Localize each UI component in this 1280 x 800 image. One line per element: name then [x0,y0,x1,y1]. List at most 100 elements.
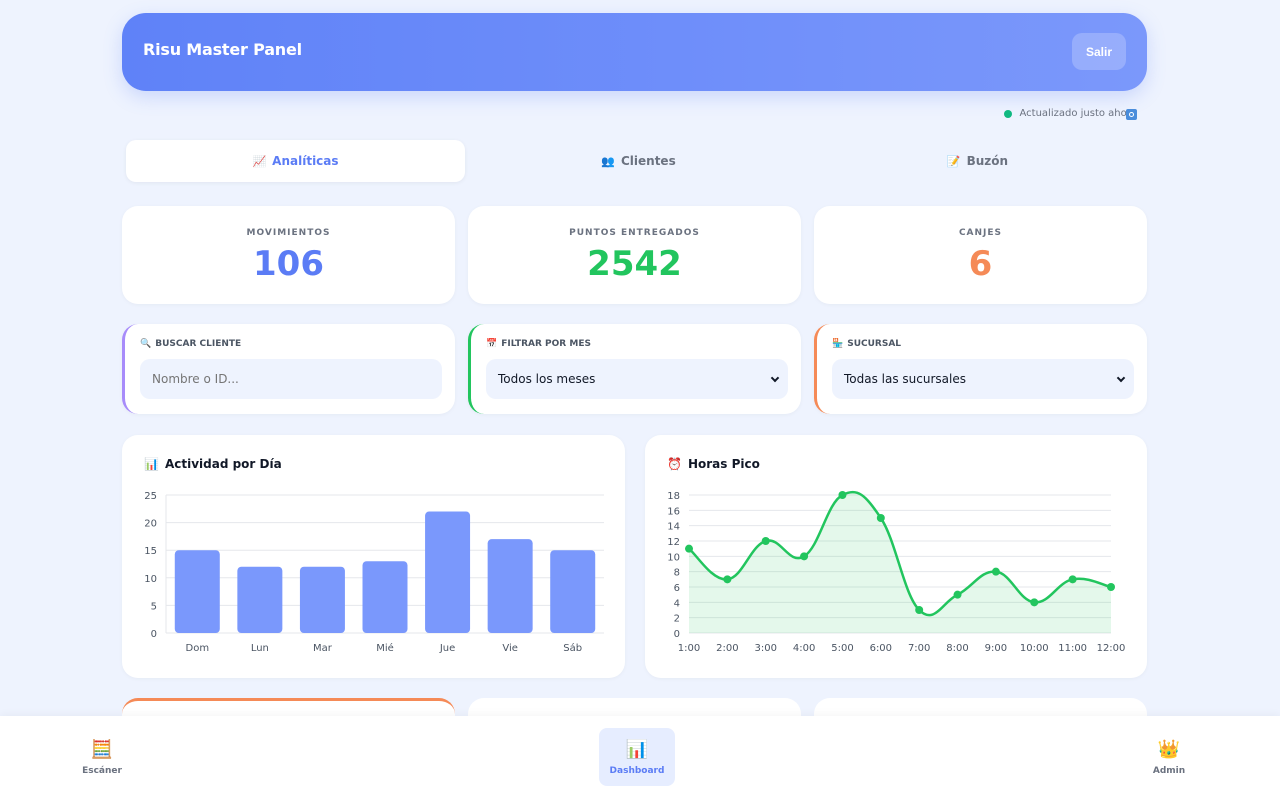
memo-icon: 📝 [946,154,961,168]
x-tick-label: 4:00 [793,643,815,654]
x-tick-label: 2:00 [716,643,738,654]
y-tick-label: 5 [151,601,157,612]
users-icon: 👥 [601,154,615,168]
y-tick-label: 10 [667,552,680,563]
data-point [1107,583,1115,591]
chevron-down-icon [770,373,780,382]
data-point [800,552,809,561]
x-tick-label: Lun [251,643,269,654]
y-tick-label: 15 [144,546,157,557]
bar [550,550,596,633]
y-tick-label: 0 [151,629,157,640]
data-point [723,575,732,584]
chart-up-icon: 📈 [252,154,267,168]
month-select[interactable]: Todos los meses [486,359,788,399]
x-tick-label: 9:00 [985,643,1007,654]
activity-chart-title: 📊 Actividad por Día [144,457,282,471]
branch-filter-label: 🏪 SUCURSAL [832,339,902,349]
status-dot-icon [1003,109,1012,118]
tab-bar: 📈 Analíticas 👥 Clientes 📝 Buzón [122,137,1147,185]
peak-chart-card: ⏰ Horas Pico 0 2 4 6 8 10 12 14 16 18 1:00 2:00 3:00… [645,435,1147,678]
x-tick-label: Vie [502,643,518,654]
data-point [685,544,693,553]
tab-analiticas[interactable]: 📈 Analíticas [126,140,465,182]
branch-filter-card: 🏪 SUCURSAL Todas las sucursales [814,324,1147,414]
bar-chart-icon: 📊 [625,738,649,760]
tab-label: Analíticas [272,154,339,168]
crown-icon: 👑 [1157,738,1181,760]
activity-bar-chart: 0 5 10 15 20 25 Dom Lun Mar Mié Jue Vie Sáb [144,491,604,654]
bar [299,566,345,633]
stat-label: MOVIMIENTOS [246,228,331,238]
data-point [761,537,770,545]
tab-buzon[interactable]: 📝 Buzón [808,137,1147,185]
peak-hours-line-chart: 0 2 4 6 8 10 12 14 16 18 1:00 2:00 3:00 4:00 5:00 6:00 7… [667,490,1126,654]
data-point [1068,575,1077,584]
branch-select[interactable]: Todas las sucursales [832,359,1134,399]
stat-label: CANJES [958,228,1003,238]
chevron-down-icon [1116,373,1126,382]
y-tick-label: 6 [674,583,680,594]
stat-value: 6 [968,244,993,284]
y-tick-label: 8 [674,568,680,579]
x-tick-label: 5:00 [831,643,853,654]
nav-admin[interactable]: 👑 Admin [1152,738,1186,776]
bar [362,561,408,633]
search-filter-card: 🔍 BUSCAR CLIENTE [122,324,455,414]
calendar-icon: 📅 [486,339,498,349]
x-tick-label: 6:00 [870,643,892,654]
x-tick-label: 1:00 [678,643,700,654]
stat-card-puntos: PUNTOS ENTREGADOS 2542 [468,206,801,304]
x-tick-label: 12:00 [1097,643,1126,654]
y-tick-label: 16 [667,506,680,517]
data-point [838,491,847,499]
bottom-nav: 🧮 Escáner 📊 Dashboard 👑 Admin [0,716,1280,800]
x-tick-label: 11:00 [1058,643,1087,654]
tab-clientes[interactable]: 👥 Clientes [469,137,808,185]
bar [425,511,471,633]
calculator-icon: 🧮 [90,738,114,760]
x-tick-label: 7:00 [908,643,930,654]
bar [487,539,533,633]
x-tick-label: 3:00 [754,643,776,654]
month-filter-label: 📅 FILTRAR POR MES [486,339,591,349]
bar [174,550,220,633]
app-header: Risu Master Panel Salir [122,13,1147,91]
y-tick-label: 20 [144,519,157,530]
data-point [991,567,1000,576]
store-icon: 🏪 [832,339,844,349]
status-text: Actualizado justo ahora [1019,108,1138,119]
alarm-clock-icon: ⏰ [667,457,682,471]
nav-escaner[interactable]: 🧮 Escáner [82,738,122,776]
y-tick-label: 25 [144,491,157,502]
y-tick-label: 4 [674,598,680,609]
bar-chart-icon: 📊 [144,457,159,471]
data-point [953,590,962,599]
x-tick-label: Jue [439,643,455,654]
tab-label: Clientes [620,154,676,168]
tab-label: Buzón [966,154,1009,168]
client-search-input[interactable] [140,359,442,399]
data-point [876,514,885,522]
x-tick-label: Sáb [563,642,582,654]
x-tick-label: 10:00 [1020,643,1049,654]
logout-button[interactable]: Salir [1072,33,1126,70]
search-filter-label: 🔍 BUSCAR CLIENTE [140,339,242,349]
refresh-icon[interactable] [1126,109,1137,120]
peak-chart-title: ⏰ Horas Pico [667,457,760,471]
stat-value: 2542 [587,244,682,284]
stat-label: PUNTOS ENTREGADOS [569,228,700,238]
y-tick-label: 2 [674,614,680,625]
nav-dashboard[interactable]: 📊 Dashboard [599,728,675,786]
magnifier-icon: 🔍 [140,339,152,349]
area-fill [689,492,1111,633]
month-filter-card: 📅 FILTRAR POR MES Todos los meses [468,324,801,414]
app-title: Risu Master Panel [143,40,302,59]
x-tick-label: Mar [313,643,333,654]
y-tick-label: 14 [667,522,680,533]
stat-value: 106 [253,244,324,284]
y-tick-label: 18 [667,491,680,502]
y-tick-label: 12 [667,537,680,548]
activity-chart-card: 📊 Actividad por Día 0 5 10 15 20 25 Dom Lun Mar M… [122,435,625,678]
x-tick-label: 8:00 [946,643,968,654]
